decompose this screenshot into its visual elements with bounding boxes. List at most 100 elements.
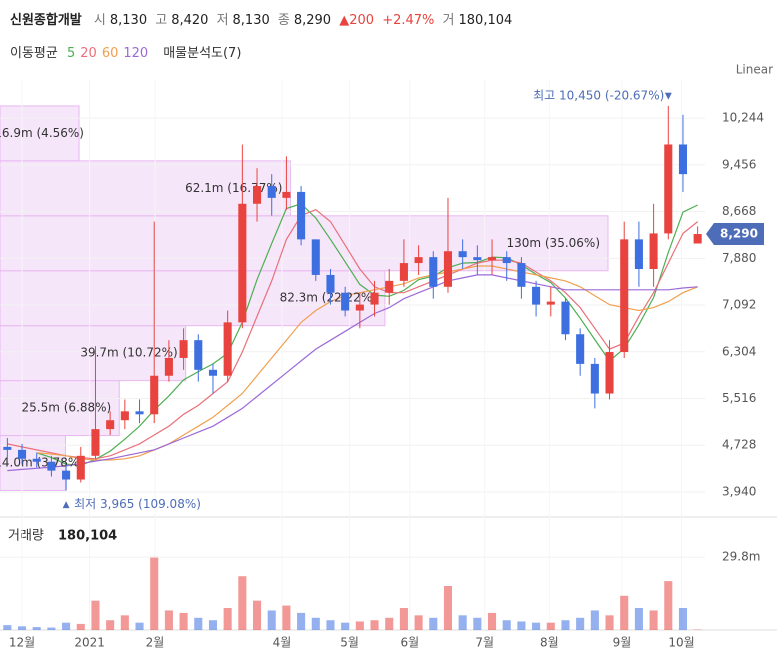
- volume-bar: [385, 617, 394, 630]
- legend-title: 이동평균: [10, 46, 58, 61]
- candle-body: [150, 375, 159, 415]
- scale-label: Linear: [736, 63, 773, 77]
- volume-bar: [355, 621, 364, 630]
- candle-body: [135, 411, 144, 415]
- candle-body: [223, 322, 232, 376]
- high-arrow: ▼: [665, 91, 672, 101]
- candle-body: [76, 455, 85, 480]
- profile-bar: [0, 270, 386, 327]
- y-tick-label: 7,880: [722, 251, 756, 265]
- candle-body: [487, 257, 497, 261]
- x-tick-label: 12월: [9, 636, 35, 650]
- legend-entry: 5: [66, 46, 76, 61]
- volume-bar: [576, 617, 585, 630]
- candle-body: [443, 251, 453, 287]
- volume-bar: [634, 608, 643, 630]
- profile-label: 39.7m (10.72%): [80, 346, 177, 360]
- volume-bar: [208, 620, 218, 630]
- label: 시: [93, 13, 106, 28]
- legend-entry: 120: [123, 46, 149, 61]
- ma-line: [36, 203, 698, 466]
- candle-body: [620, 239, 629, 353]
- volume-bar: [252, 600, 262, 630]
- volume-bar: [429, 617, 438, 630]
- volume-bar: [267, 610, 276, 630]
- volume-bar: [194, 617, 203, 630]
- candle-body: [267, 185, 276, 198]
- volume-bar: [620, 595, 629, 630]
- volume-bar: [341, 622, 350, 630]
- header: 신원종합개발 시 8,130 고 8,420 저 8,130 종 8,290 ▲200 …: [10, 9, 516, 28]
- label: 거: [442, 13, 455, 28]
- volume-title: 거래량: [8, 529, 44, 544]
- volume-bar: [238, 576, 247, 630]
- volume-bar: [135, 622, 144, 630]
- candle-body: [297, 191, 306, 240]
- candle-body: [561, 301, 570, 335]
- volume-bar: [297, 612, 306, 630]
- volume-bar: [458, 615, 467, 630]
- volume-bar: [517, 621, 526, 630]
- x-tick-label: 4월: [273, 636, 292, 650]
- candle-body: [62, 470, 71, 480]
- volume-bar: [532, 622, 541, 630]
- volume-bar: [561, 620, 570, 630]
- volume-bar: [678, 608, 688, 630]
- volume-bar: [120, 615, 129, 630]
- y-tick-label: 4,728: [722, 438, 756, 452]
- candle-body: [605, 352, 614, 394]
- profile-label: 82.3m (22.22%): [280, 291, 377, 305]
- volume-bar: [76, 623, 85, 630]
- candle-body: [194, 340, 203, 370]
- label: 고: [155, 13, 168, 28]
- volume-bar: [179, 612, 188, 630]
- volume-bar: [326, 620, 335, 630]
- x-tick-label: 7월: [475, 636, 494, 650]
- candle-body: [3, 446, 12, 450]
- y-tick-label: 10,244: [722, 111, 764, 125]
- volume-bar: [62, 622, 71, 630]
- volume-bar: [3, 625, 12, 630]
- x-tick-label: 8월: [540, 636, 559, 650]
- candle-body: [649, 233, 658, 270]
- candle-body: [473, 257, 482, 261]
- high-annotation: 최고 10,450 (-20.67%): [533, 88, 664, 102]
- candle-body: [355, 304, 364, 311]
- value: 8,130: [109, 13, 148, 28]
- volume-bar: [414, 615, 423, 630]
- y-tick-label: 3,940: [722, 484, 756, 498]
- volume-bar: [47, 627, 56, 630]
- candle-body: [164, 357, 173, 376]
- candle-body: [106, 420, 115, 430]
- candle-body: [179, 340, 188, 358]
- profile-label: 25.5m (6.88%): [22, 401, 112, 415]
- label: 저: [216, 13, 229, 28]
- price-tag: [706, 223, 764, 246]
- volume-bar: [91, 600, 100, 630]
- change-pct: +2.47%: [382, 13, 435, 28]
- profile-label: 16.9m (4.56%): [0, 126, 84, 140]
- volume-bar: [32, 627, 41, 630]
- candle-body: [517, 263, 526, 287]
- volume-last: 180,104: [58, 529, 117, 544]
- volume-bar: [282, 605, 291, 630]
- volume-bar: [370, 620, 379, 630]
- x-tick-label: 9월: [613, 636, 632, 650]
- ma-line: [7, 209, 699, 460]
- y-tick-label: 9,456: [722, 157, 756, 171]
- x-tick-label: 2월: [146, 636, 165, 650]
- candle-body: [634, 239, 643, 270]
- legend-entry: 20: [80, 46, 97, 61]
- label: 종: [277, 13, 290, 28]
- candle-body: [399, 263, 408, 281]
- volume-bar: [664, 581, 673, 630]
- candle-body: [678, 144, 688, 175]
- volume-bar: [546, 622, 555, 630]
- candle-body: [664, 144, 673, 234]
- value: 180,104: [458, 13, 513, 28]
- value: 8,420: [171, 13, 209, 28]
- candle-body: [590, 363, 599, 394]
- candle-body: [252, 185, 262, 204]
- profile-label: 130m (35.06%): [506, 236, 600, 250]
- profile-bar: [0, 105, 80, 162]
